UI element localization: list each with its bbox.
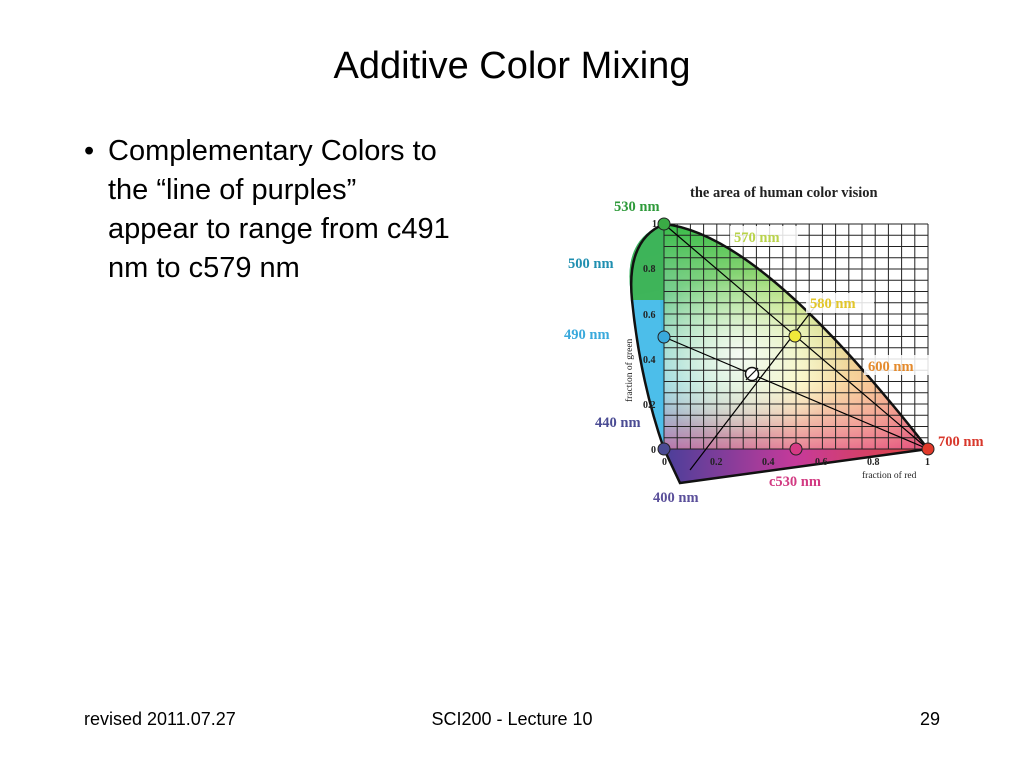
- x-tick-0-6: 0.6: [815, 457, 828, 468]
- label-400-nm: 400 nm: [653, 490, 699, 506]
- bullet-line-4: nm to c579 nm: [108, 252, 300, 284]
- x-tick-0-4: 0.4: [762, 457, 775, 468]
- label-530-nm: 530 nm: [614, 199, 660, 215]
- y-tick-1: 1: [652, 219, 657, 230]
- label-700-nm: 700 nm: [938, 434, 984, 450]
- label-570-nm: 570 nm: [734, 230, 780, 246]
- label-490-nm: 490 nm: [564, 327, 610, 343]
- point-440: [657, 442, 671, 456]
- line-490-700: [663, 336, 929, 450]
- bullet-line-3: appear to range from c491: [108, 213, 450, 245]
- point-490: [657, 330, 671, 344]
- label-500-nm: 500 nm: [568, 256, 614, 272]
- y-tick-0-4: 0.4: [643, 355, 656, 366]
- bullet-line-2: the “line of purples”: [108, 174, 357, 206]
- y-tick-0-6: 0.6: [643, 310, 656, 321]
- x-axis-label: fraction of red: [862, 470, 917, 481]
- y-axis-ticks: 1 0.8 0.6 0.4 0.2 0: [643, 219, 657, 456]
- footer-course: SCI200 - Lecture 10: [431, 709, 593, 729]
- footer-revision-date: revised 2011.07.27: [84, 709, 236, 729]
- line-400-580: [689, 299, 821, 471]
- y-tick-0: 0: [651, 445, 656, 456]
- footer-page-number: 29: [919, 709, 940, 729]
- chromaticity-diagram: the area of human color vision 1 0.8 0.6…: [564, 185, 984, 506]
- x-tick-0-8: 0.8: [867, 457, 880, 468]
- label-580-nm: 580 nm: [810, 296, 856, 312]
- point-530: [657, 217, 671, 231]
- point-c530: [789, 442, 803, 456]
- slide-title: Additive Color Mixing: [333, 45, 691, 87]
- x-tick-0: 0: [662, 457, 667, 468]
- point-700: [921, 442, 935, 456]
- green-spectral-edge: [629, 224, 664, 300]
- x-tick-0-2: 0.2: [710, 457, 723, 468]
- x-axis-ticks: 0 0.2 0.4 0.6 0.8 1: [662, 457, 930, 468]
- figure-heading: the area of human color vision: [690, 185, 878, 201]
- bullet-line-1: Complementary Colors to: [108, 135, 437, 167]
- y-tick-0-8: 0.8: [643, 264, 656, 275]
- label-440-nm: 440 nm: [595, 415, 641, 431]
- label-600-nm: 600 nm: [868, 359, 914, 375]
- wavelength-labels: 530 nm 570 nm 500 nm 580 nm 490 nm 600 n…: [564, 199, 984, 506]
- x-tick-1: 1: [925, 457, 930, 468]
- bullet-symbol: •: [84, 135, 95, 167]
- white-point-slash: [745, 367, 759, 381]
- y-axis-label: fraction of green: [624, 338, 635, 402]
- label-c530-nm: c530 nm: [769, 474, 821, 490]
- bullet-text: Complementary Colors to the “line of pur…: [108, 132, 518, 288]
- point-580: [788, 329, 802, 343]
- y-tick-0-2: 0.2: [643, 400, 656, 411]
